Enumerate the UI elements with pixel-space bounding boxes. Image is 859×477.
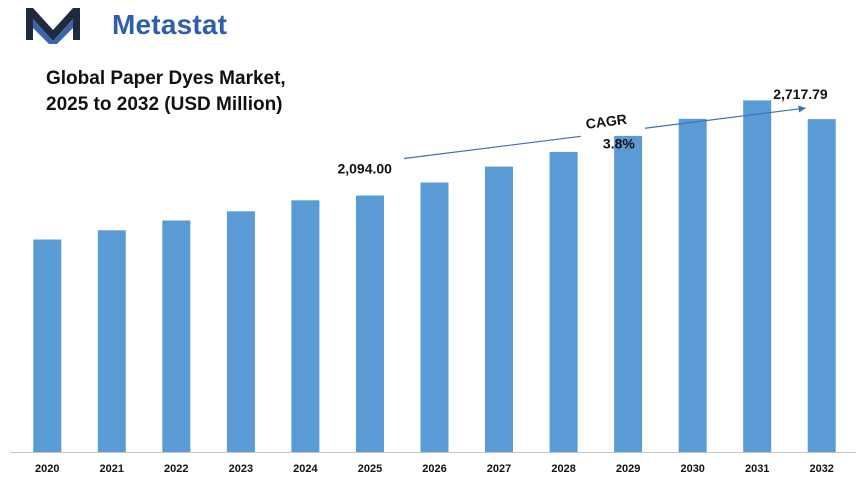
x-tick-label-2032: 2032 [809, 463, 833, 475]
x-tick-label-2022: 2022 [164, 463, 188, 475]
x-tick-label-2030: 2030 [680, 463, 704, 475]
cagr-label: CAGR [585, 111, 628, 132]
x-tick-label-2021: 2021 [100, 463, 124, 475]
x-axis-ticks: 2020 2021 2022 2023 2024 2025 2026 2027 2028 2029… [35, 463, 834, 475]
x-tick-label-2023: 2023 [229, 463, 253, 475]
bars-group [33, 100, 836, 453]
bar-2025 [356, 195, 384, 452]
chart-title-line-1: Global Paper Dyes Market, [46, 68, 286, 89]
bar-2028 [549, 151, 578, 452]
chart-title: Global Paper Dyes Market, 2025 to 2032 (… [46, 66, 346, 118]
bar-2027 [485, 166, 513, 452]
brand-logo: Metastat [24, 4, 244, 46]
bar-2020 [33, 239, 62, 452]
annotations-group: 2,094.00 2,717.79 CAGR 3.8% [337, 86, 827, 176]
bar-2023 [226, 211, 255, 452]
x-tick-label-2024: 2024 [293, 463, 318, 475]
bar-2021 [97, 230, 126, 452]
x-tick-label-2025: 2025 [358, 463, 382, 475]
end-value-label: 2,717.79 [773, 86, 828, 102]
bar-2029 [614, 135, 643, 452]
chart-title-line-2: 2025 to 2032 (USD Million) [46, 94, 283, 115]
x-tick-label-2026: 2026 [422, 463, 446, 475]
bar-2031 [743, 100, 772, 453]
x-tick-label-2028: 2028 [551, 463, 575, 475]
bar-2032 [807, 119, 836, 452]
x-tick-label-2029: 2029 [616, 463, 640, 475]
cagr-trend-arrow [644, 105, 806, 129]
bar-2022 [162, 220, 191, 452]
start-value-label: 2,094.00 [337, 160, 392, 176]
x-tick-label-2027: 2027 [487, 463, 511, 475]
cagr-trend-line-start [403, 135, 581, 160]
cagr-value: 3.8% [603, 135, 635, 151]
x-tick-label-2020: 2020 [35, 463, 59, 475]
bar-2026 [420, 182, 449, 452]
bar-2030 [678, 118, 707, 453]
metastat-m-logo-icon [26, 8, 80, 44]
bar-2024 [291, 200, 320, 452]
brand-name: Metastat [112, 9, 228, 40]
x-tick-label-2031: 2031 [745, 463, 769, 475]
